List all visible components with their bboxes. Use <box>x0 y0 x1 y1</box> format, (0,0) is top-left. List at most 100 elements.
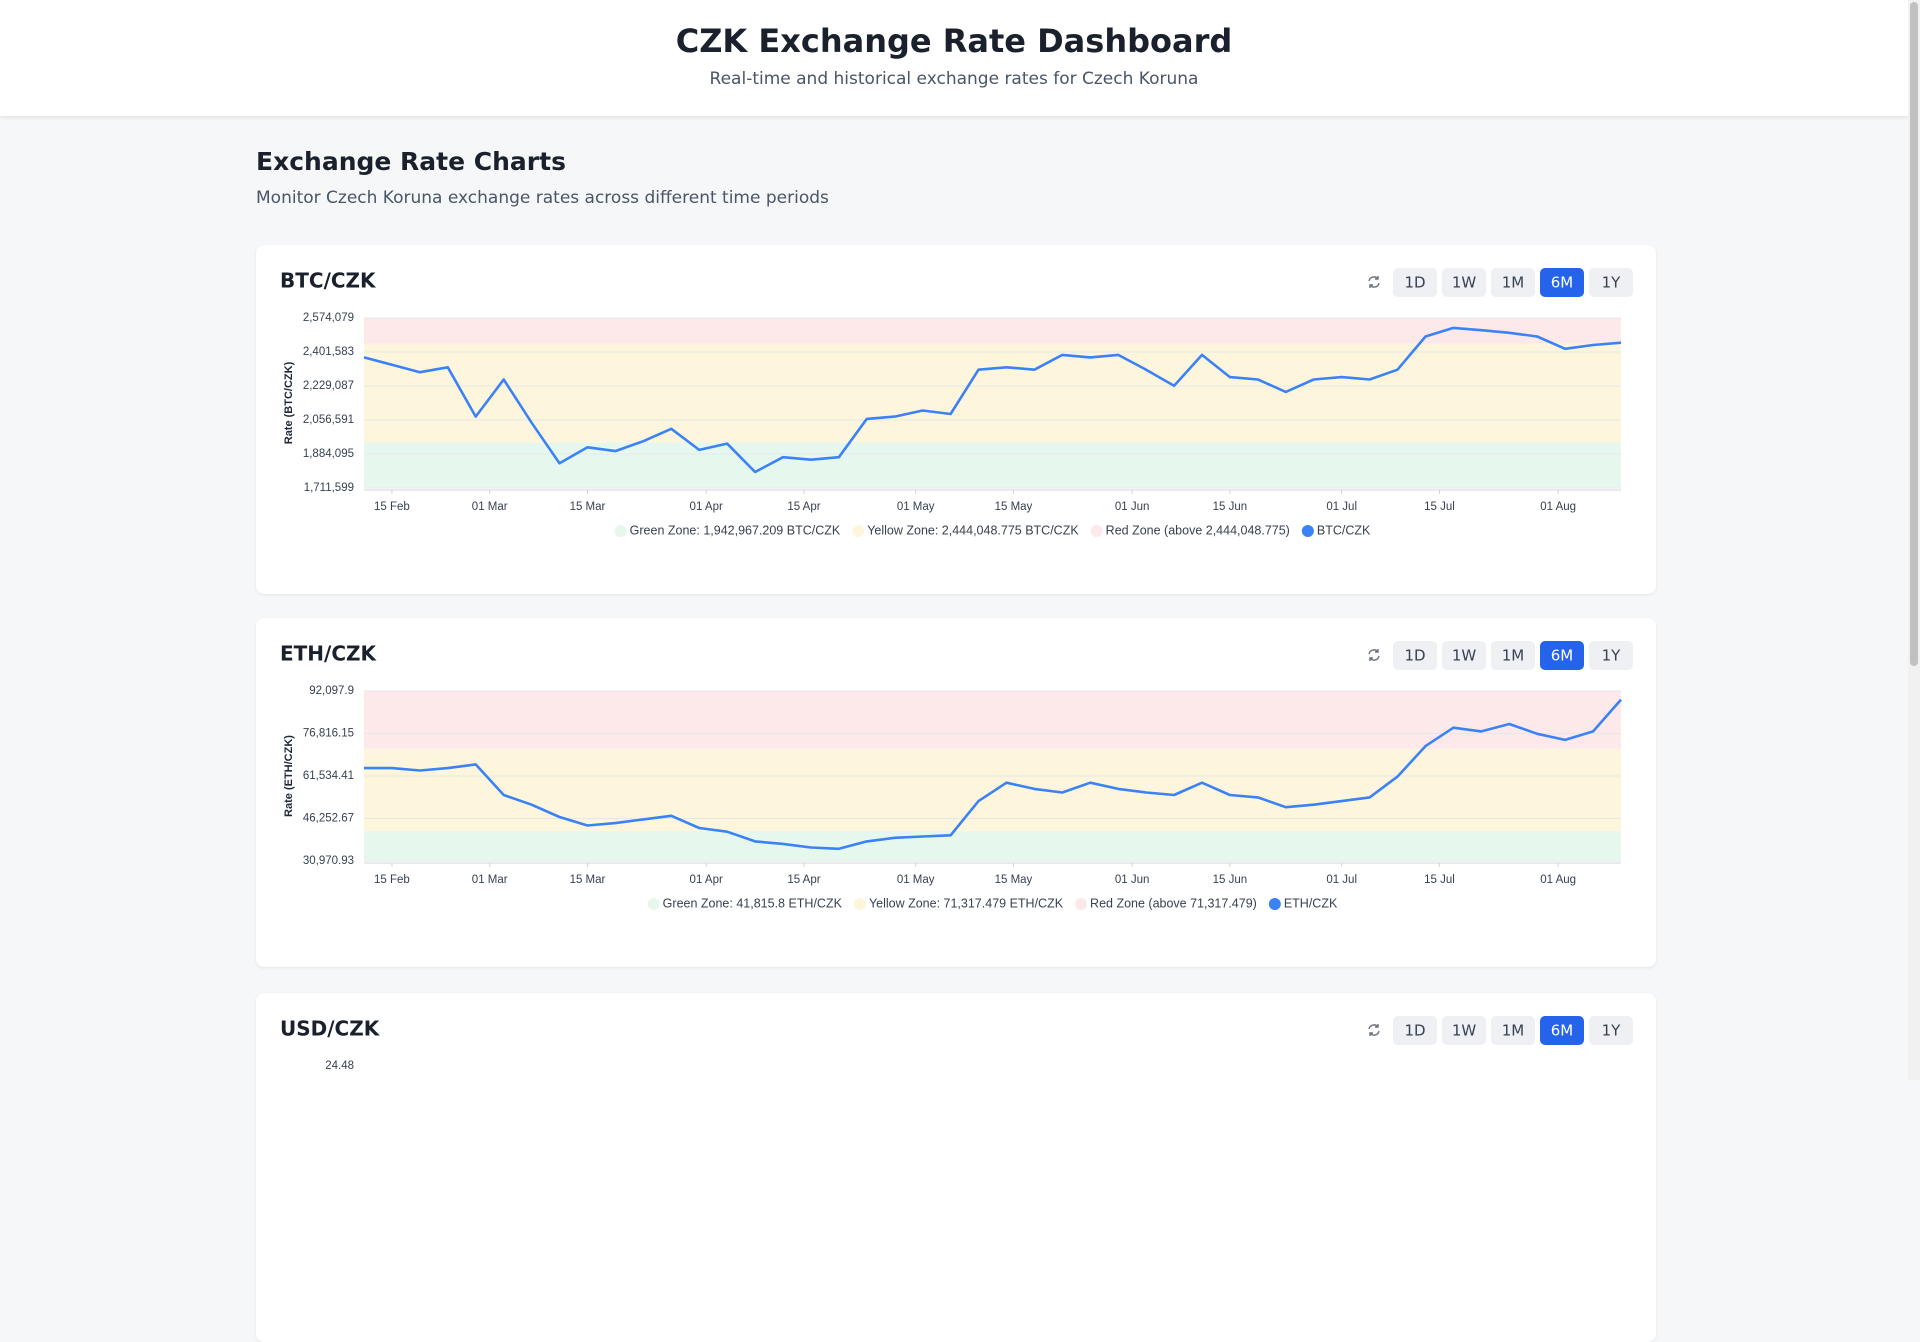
header: CZK Exchange Rate Dashboard Real-time an… <box>0 0 1908 116</box>
button-bg <box>1540 641 1584 670</box>
scrollbar-thumb[interactable] <box>1910 2 1918 666</box>
y-axis-title: Rate (BTC/CZK) <box>283 361 295 444</box>
series-line <box>363 326 1622 474</box>
range-button[interactable]: 1D <box>1393 641 1437 670</box>
legend-item: Red Zone (above 71,317.479) <box>1075 896 1257 910</box>
legend-swatch <box>647 898 660 910</box>
y-tick-label: 2,401,583 <box>303 346 354 358</box>
range-button[interactable]: 6M <box>1540 268 1584 297</box>
legend-item: BTC/CZK <box>1301 523 1371 537</box>
chart-title: ETH/CZK <box>280 642 378 666</box>
refresh-arrow <box>1368 649 1380 661</box>
zone-band <box>364 691 1621 749</box>
button-bg <box>1393 641 1437 670</box>
x-tick-label: 15 Apr <box>787 874 820 886</box>
chart: ETH/CZK 1D 1W 1M 6M 1Y 30,970.93 46,252.67 61,53… <box>280 641 1633 910</box>
button-bg <box>1540 1016 1584 1045</box>
chart: BTC/CZK 1D 1W 1M 6M 1Y 1,711,599 1,884,095 2,056… <box>280 268 1633 537</box>
y-tick-label: 46,252.67 <box>303 813 354 825</box>
x-tick-label: 15 May <box>995 501 1033 513</box>
x-tick-label: 15 May <box>995 874 1033 886</box>
legend-label: Red Zone (above 71,317.479) <box>1090 896 1257 910</box>
legend-label: Red Zone (above 2,444,048.775) <box>1106 523 1290 537</box>
button-bg <box>1442 268 1486 297</box>
page: {"header": {"title": "CZK Exchange Rate … <box>0 0 1918 1073</box>
refresh-arrow <box>1368 276 1380 288</box>
refresh-icon[interactable] <box>1368 276 1380 288</box>
y-tick-label: 1,711,599 <box>304 482 354 494</box>
zone-band <box>364 442 1621 488</box>
refresh-icon[interactable] <box>1368 1024 1380 1036</box>
section-description: Monitor Czech Koruna exchange rates acro… <box>256 188 829 208</box>
chart-title: USD/CZK <box>280 1017 381 1041</box>
chart-card: BTC/CZK 1D 1W 1M 6M 1Y 1,711,599 1,884,095 2,056… <box>256 245 1656 594</box>
y-axis-title: Rate (ETH/CZK) <box>283 735 295 817</box>
legend-swatch <box>1090 525 1103 537</box>
x-tick-label: 01 May <box>897 501 935 513</box>
refresh-icon[interactable] <box>1368 649 1380 661</box>
y-tick-label: 2,056,591 <box>303 414 354 426</box>
x-tick-label: 01 Aug <box>1540 874 1576 886</box>
x-tick-label: 15 Feb <box>374 501 410 513</box>
range-button[interactable]: 1D <box>1393 1016 1437 1045</box>
y-tick-label: 30,970.93 <box>303 855 354 867</box>
chart-card: ETH/CZK 1D 1W 1M 6M 1Y 30,970.93 46,252.67 61,53… <box>256 618 1656 967</box>
range-button[interactable]: 6M <box>1540 641 1584 670</box>
x-tick-label: 15 Jul <box>1424 874 1455 886</box>
range-button[interactable]: 1M <box>1491 641 1535 670</box>
range-button[interactable]: 1D <box>1393 268 1437 297</box>
x-tick-label: 15 Jun <box>1213 501 1248 513</box>
range-button[interactable]: 1W <box>1442 641 1486 670</box>
legend: Green Zone: 41,815.8 ETH/CZK Yellow Zone:… <box>647 896 1338 910</box>
legend-swatch <box>614 525 627 537</box>
button-bg <box>1540 268 1584 297</box>
button-label: 1Y <box>1602 1022 1622 1040</box>
range-button[interactable]: 1Y <box>1589 268 1633 297</box>
legend-swatch <box>852 525 865 537</box>
x-tick-label: 01 Jun <box>1115 874 1150 886</box>
button-label: 6M <box>1551 1022 1574 1040</box>
y-tick-label: 1,884,095 <box>303 448 354 460</box>
button-label: 1M <box>1502 274 1525 292</box>
legend-swatch <box>1268 898 1281 910</box>
legend-label: Green Zone: 41,815.8 ETH/CZK <box>663 896 843 910</box>
x-tick-label: 01 Apr <box>690 874 723 886</box>
button-label: 1D <box>1404 274 1425 292</box>
range-button[interactable]: 1M <box>1491 1016 1535 1045</box>
range-button[interactable]: 1Y <box>1589 1016 1633 1045</box>
legend-swatch <box>853 898 866 910</box>
button-bg <box>1589 641 1633 670</box>
x-tick-label: 15 Jun <box>1213 874 1248 886</box>
button-label: 1M <box>1502 647 1525 665</box>
button-bg <box>1491 641 1535 670</box>
legend-label: Yellow Zone: 2,444,048.775 BTC/CZK <box>867 523 1079 537</box>
series-line <box>364 698 1622 851</box>
y-tick-label: 2,229,087 <box>303 380 354 392</box>
button-bg <box>1491 1016 1535 1045</box>
zone-band <box>364 318 1621 344</box>
legend-item: Red Zone (above 2,444,048.775) <box>1090 523 1290 537</box>
page-subtitle: Real-time and historical exchange rates … <box>709 69 1199 89</box>
range-button[interactable]: 1W <box>1442 268 1486 297</box>
x-tick-label: 15 Mar <box>570 874 606 886</box>
x-tick-label: 15 Apr <box>787 501 820 513</box>
y-tick-label: 76,816.15 <box>303 728 354 740</box>
range-button[interactable]: 1Y <box>1589 641 1633 670</box>
x-tick-label: 15 Feb <box>374 874 410 886</box>
x-tick-label: 01 Mar <box>472 501 508 513</box>
legend-item: Green Zone: 1,942,967.209 BTC/CZK <box>614 523 841 537</box>
y-tick-label: 61,534.41 <box>303 770 354 782</box>
x-tick-label: 01 Apr <box>690 501 723 513</box>
button-bg <box>1442 641 1486 670</box>
button-label: 1W <box>1452 274 1477 292</box>
button-bg <box>1589 1016 1633 1045</box>
chart: USD/CZK 1D 1W 1M 6M 1Y 24.48 <box>280 1016 1633 1072</box>
button-bg <box>1589 268 1633 297</box>
legend-swatch <box>1301 525 1314 537</box>
y-tick-label: 92,097.9 <box>309 685 354 697</box>
x-tick-label: 15 Mar <box>570 501 606 513</box>
range-button[interactable]: 1M <box>1491 268 1535 297</box>
button-label: 1M <box>1502 1022 1525 1040</box>
range-button[interactable]: 1W <box>1442 1016 1486 1045</box>
range-button[interactable]: 6M <box>1540 1016 1584 1045</box>
